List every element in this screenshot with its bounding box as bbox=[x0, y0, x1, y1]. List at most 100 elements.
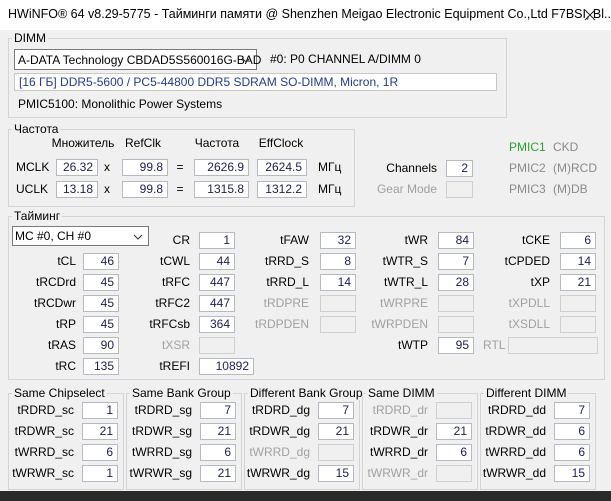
channel-dropdown[interactable]: MC #0, CH #0 bbox=[12, 226, 149, 246]
group-label: Same DIMM bbox=[366, 386, 437, 400]
field-label: tRFCsb bbox=[149, 317, 190, 331]
operator: x bbox=[104, 182, 110, 196]
field-label: tRDRD_dd bbox=[487, 403, 546, 417]
value-box: 21 bbox=[318, 423, 354, 440]
close-button[interactable] bbox=[584, 9, 596, 21]
field-label: tRDWR_dd bbox=[485, 424, 546, 438]
pmic-name: PMIC1 bbox=[509, 140, 546, 154]
pmic-name: PMIC2 bbox=[509, 161, 546, 175]
value-box: 21 bbox=[436, 423, 472, 440]
dropdown-text: MC #0, CH #0 bbox=[15, 229, 92, 243]
value-box: 6 bbox=[200, 444, 236, 461]
field-label: tRP bbox=[55, 317, 76, 331]
window-title: HWiNFO® 64 v8.29-5775 - Тайминги памяти … bbox=[8, 7, 611, 21]
timing-group bbox=[8, 216, 605, 380]
value-box bbox=[436, 402, 472, 419]
pmic-type: CKD bbox=[553, 140, 579, 154]
value-box: 84 bbox=[438, 232, 474, 249]
value-box: 44 bbox=[199, 253, 235, 270]
value-box bbox=[320, 316, 356, 333]
value-box: 15 bbox=[318, 465, 354, 482]
field-label: tWRRD_dg bbox=[249, 445, 310, 459]
group-label: Same Chipselect bbox=[12, 386, 107, 400]
value-box: 95 bbox=[438, 337, 474, 354]
field-label: tWRWR_dr bbox=[367, 466, 428, 480]
value-box: 6 bbox=[560, 232, 596, 249]
field-label: tRCDrd bbox=[35, 275, 76, 289]
value-box: 2626.9 bbox=[194, 159, 249, 176]
value-box: 46 bbox=[83, 253, 119, 270]
value-box bbox=[508, 337, 598, 354]
field-label: tWTR_S bbox=[382, 254, 428, 268]
value-box: 14 bbox=[320, 274, 356, 291]
field-label: tWRPDEN bbox=[371, 317, 428, 331]
dropdown-arrow bbox=[133, 234, 143, 240]
value-box: 7 bbox=[200, 402, 236, 419]
slot-text: #0: P0 CHANNEL A/DIMM 0 bbox=[270, 52, 421, 66]
value-box: 1 bbox=[82, 402, 118, 419]
value-box: 7 bbox=[318, 402, 354, 419]
value-box: 10892 bbox=[199, 358, 254, 375]
field-label: tWR bbox=[404, 233, 428, 247]
field-label: tWRRD_dd bbox=[485, 445, 546, 459]
background-window-edge bbox=[0, 491, 611, 501]
value-box bbox=[320, 295, 356, 312]
value-box: 21 bbox=[82, 423, 118, 440]
value-box: 1312.2 bbox=[257, 181, 307, 198]
field-label: tWRRD_sg bbox=[131, 445, 192, 459]
field-label: tWRWR_dg bbox=[246, 466, 310, 480]
field-label: tRDWR_sg bbox=[131, 424, 192, 438]
value-box: 45 bbox=[83, 316, 119, 333]
field-label: tRDPDEN bbox=[254, 317, 309, 331]
value-box: 21 bbox=[200, 423, 236, 440]
field-label: tWRRD_dr bbox=[369, 445, 428, 459]
column-header: Частота bbox=[194, 136, 240, 150]
group-label: Тайминг bbox=[12, 209, 63, 223]
frequency-group bbox=[8, 129, 355, 207]
group-label: DIMM bbox=[12, 31, 48, 45]
value-box: 99.8 bbox=[122, 181, 168, 198]
row-label: UCLK bbox=[16, 182, 49, 196]
field-label: tWRWR_dd bbox=[482, 466, 546, 480]
operator: x bbox=[104, 160, 110, 174]
field-label: tCWL bbox=[160, 254, 190, 268]
module-dropdown[interactable]: A-DATA Technology CBDAD5S560016G-BAD bbox=[14, 49, 261, 70]
field-label: tRDRD_sg bbox=[134, 403, 192, 417]
title-bar: HWiNFO® 64 v8.29-5775 - Тайминги памяти … bbox=[0, 0, 611, 30]
value-box bbox=[438, 295, 474, 312]
field-label: Gear Mode bbox=[376, 182, 437, 196]
value-box: 45 bbox=[83, 274, 119, 291]
value-box: 21 bbox=[560, 274, 596, 291]
pmic-name: PMIC3 bbox=[509, 182, 546, 196]
module-info: [16 ГБ] DDR5-5600 / PC5-44800 DDR5 SDRAM… bbox=[14, 73, 497, 91]
value-box: 6 bbox=[436, 444, 472, 461]
field-label: tRDWR_sc bbox=[14, 424, 74, 438]
value-box: 364 bbox=[199, 316, 235, 333]
column-header: RefClk bbox=[124, 136, 161, 150]
pmic-text: PMIC5100: Monolithic Power Systems bbox=[18, 97, 223, 111]
dimm-group bbox=[8, 38, 507, 118]
group-label: Частота bbox=[12, 122, 61, 136]
field-label: tXP bbox=[530, 275, 550, 289]
operator: = bbox=[176, 182, 184, 196]
value-box: 6 bbox=[554, 444, 590, 461]
value-box: 447 bbox=[199, 295, 235, 312]
value-box: 99.8 bbox=[122, 159, 168, 176]
value-box: 6 bbox=[554, 423, 590, 440]
dropdown-text: A-DATA Technology CBDAD5S560016G-BAD bbox=[18, 53, 262, 67]
field-label: tCL bbox=[57, 254, 76, 268]
value-box: 14 bbox=[560, 253, 596, 270]
pmic-type: (M)DB bbox=[553, 182, 588, 196]
value-box: 447 bbox=[199, 274, 235, 291]
column-header: EffClock bbox=[258, 136, 304, 150]
field-label: tRDRD_dr bbox=[372, 403, 428, 417]
field-label: tRFC2 bbox=[155, 296, 190, 310]
value-box bbox=[446, 181, 473, 198]
value-box: 6 bbox=[82, 444, 118, 461]
field-label: tRRD_L bbox=[266, 275, 309, 289]
column-header: Множитель bbox=[51, 136, 115, 150]
value-box: 2 bbox=[446, 160, 473, 177]
value-box: 7 bbox=[438, 253, 474, 270]
value-box: 135 bbox=[83, 358, 119, 375]
value-box: 26.32 bbox=[56, 159, 98, 176]
